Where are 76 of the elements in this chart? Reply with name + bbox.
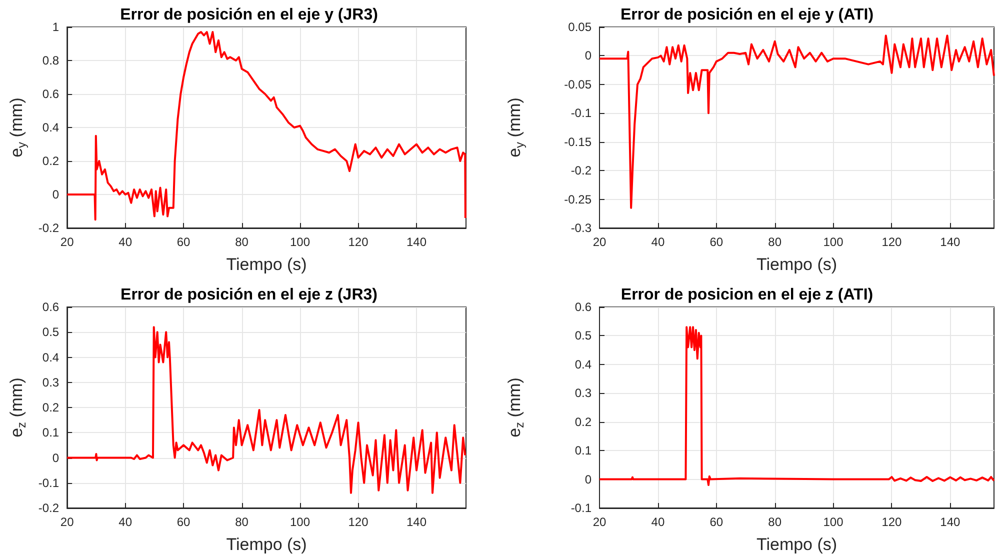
y-axis-title: ez (mm): [7, 378, 28, 438]
x-tick-label: 140: [940, 515, 960, 529]
x-tick-label: 80: [768, 235, 782, 249]
line-series: [598, 34, 995, 209]
x-tick-label: 140: [406, 515, 427, 529]
y-tick-label: 0.5: [42, 325, 60, 340]
chart-title: Error de posicion en el eje z (ATI): [620, 286, 874, 304]
y-tick-label: 0.2: [574, 414, 592, 429]
y-axis-title: ez (mm): [505, 378, 526, 438]
x-axis-title: Tiempo (s): [226, 255, 307, 274]
x-axis-title: Tiempo (s): [756, 535, 838, 554]
y-tick-label: 0.2: [42, 400, 60, 414]
x-tick-label: 80: [768, 515, 782, 529]
x-tick-label: 40: [651, 515, 665, 529]
y-tick-label: -0.2: [38, 221, 60, 235]
x-tick-label: 100: [823, 515, 844, 529]
x-tick-label: 80: [235, 515, 249, 529]
y-tick-label: 0: [52, 450, 60, 465]
y-tick-label: 0.6: [42, 87, 60, 101]
chart-title: Error de posición en el eje y (ATI): [620, 6, 874, 24]
x-tick-label: 140: [940, 235, 960, 249]
x-tick-label: 120: [882, 515, 902, 529]
y-tick-label: 0.4: [42, 350, 60, 364]
y-tick-label: 0: [584, 472, 592, 486]
y-tick-label: -0.1: [38, 476, 60, 490]
x-tick-label: 100: [290, 235, 310, 249]
x-tick-label: 120: [348, 235, 369, 249]
y-tick-label: -0.1: [570, 501, 592, 515]
y-tick-label: 0.6: [42, 300, 60, 314]
y-tick-label: 0.1: [574, 444, 592, 458]
x-tick-label: 80: [235, 235, 249, 249]
y-tick-label: 0.1: [42, 426, 60, 440]
y-tick-label: -0.05: [564, 77, 592, 92]
x-tick-label: 60: [176, 515, 191, 529]
x-tick-label: 40: [118, 515, 132, 529]
y-tick-label: 0.3: [574, 386, 592, 400]
y-tick-label: -0.1: [570, 106, 592, 120]
x-tick-label: 20: [60, 235, 74, 249]
x-tick-label: 40: [118, 235, 132, 249]
y-tick-label: -0.3: [570, 221, 592, 235]
y-axis-title: ey (mm): [505, 98, 526, 158]
x-tick-label: 100: [290, 515, 310, 529]
y-tick-label: 1: [52, 20, 60, 34]
y-tick-label: -0.15: [564, 134, 592, 149]
chart-title: Error de posición en el eje y (JR3): [120, 6, 378, 24]
x-tick-label: 120: [882, 235, 902, 249]
x-tick-label: 120: [348, 515, 369, 529]
x-tick-label: 20: [592, 235, 606, 249]
x-axis-title: Tiempo (s): [226, 535, 307, 554]
y-tick-label: -0.25: [564, 192, 592, 206]
line-series: [66, 326, 466, 494]
y-tick-label: -0.2: [38, 501, 60, 515]
y-tick-label: 0.3: [42, 375, 60, 390]
y-tick-label: 0.6: [574, 300, 592, 314]
y-axis-title: ey (mm): [7, 98, 28, 158]
line-series: [66, 31, 466, 221]
y-tick-label: 0.05: [568, 20, 592, 34]
y-tick-label: -0.2: [570, 164, 592, 178]
x-tick-label: 140: [406, 235, 427, 249]
y-tick-label: 0.8: [42, 54, 60, 68]
x-tick-label: 20: [60, 515, 74, 529]
x-axis-title: Tiempo (s): [756, 255, 838, 274]
y-tick-label: 0: [584, 48, 592, 63]
chart-title: Error de posición en el eje z (JR3): [120, 286, 378, 304]
x-tick-label: 60: [710, 235, 724, 249]
y-tick-label: 0.4: [42, 120, 60, 134]
x-tick-label: 100: [823, 235, 844, 249]
y-tick-label: 0.2: [42, 154, 60, 168]
x-tick-label: 60: [176, 235, 191, 249]
x-tick-label: 20: [592, 515, 606, 529]
line-series: [598, 326, 995, 486]
x-tick-label: 40: [651, 235, 665, 249]
y-tick-label: 0.5: [574, 328, 592, 343]
y-tick-label: 0: [52, 188, 60, 202]
y-tick-label: 0.4: [574, 357, 592, 372]
x-tick-label: 60: [710, 515, 724, 529]
